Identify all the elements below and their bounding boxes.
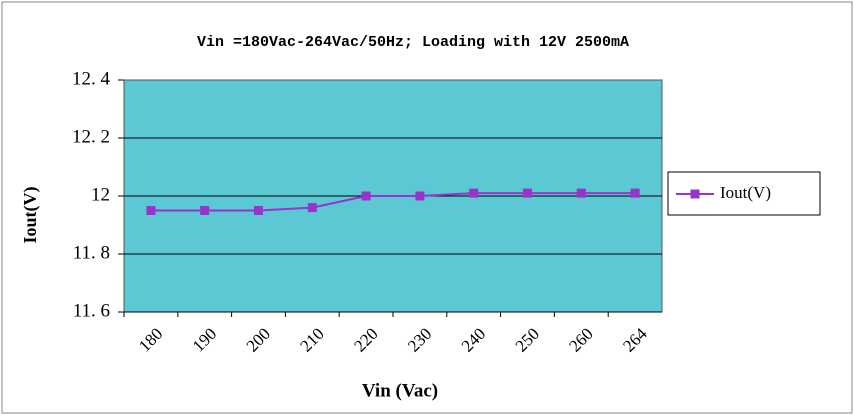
data-point <box>523 188 532 198</box>
data-point <box>576 188 586 198</box>
y-tick-label: 11. 8 <box>73 242 110 263</box>
data-point <box>254 206 263 215</box>
chart-title: Vin =180Vac-264Vac/50Hz; Loading with 12… <box>197 34 629 51</box>
series-line <box>150 192 636 212</box>
x-axis-label: Vin (Vac) <box>362 380 438 401</box>
data-point <box>361 191 371 201</box>
y-tick-label: 12 <box>91 184 110 205</box>
data-point <box>146 206 156 215</box>
data-point <box>469 188 479 198</box>
y-axis-label: Iout(V) <box>20 186 41 243</box>
y-tick-label: 12. 2 <box>72 126 110 147</box>
data-point <box>630 188 640 198</box>
data-point <box>307 203 317 213</box>
y-tick-label: 11. 6 <box>73 300 110 321</box>
y-tick-label: 12. 4 <box>72 68 111 89</box>
legend-label: Iout(V) <box>720 183 771 202</box>
data-point <box>415 191 425 201</box>
data-point <box>200 206 210 215</box>
legend-marker <box>690 189 700 199</box>
